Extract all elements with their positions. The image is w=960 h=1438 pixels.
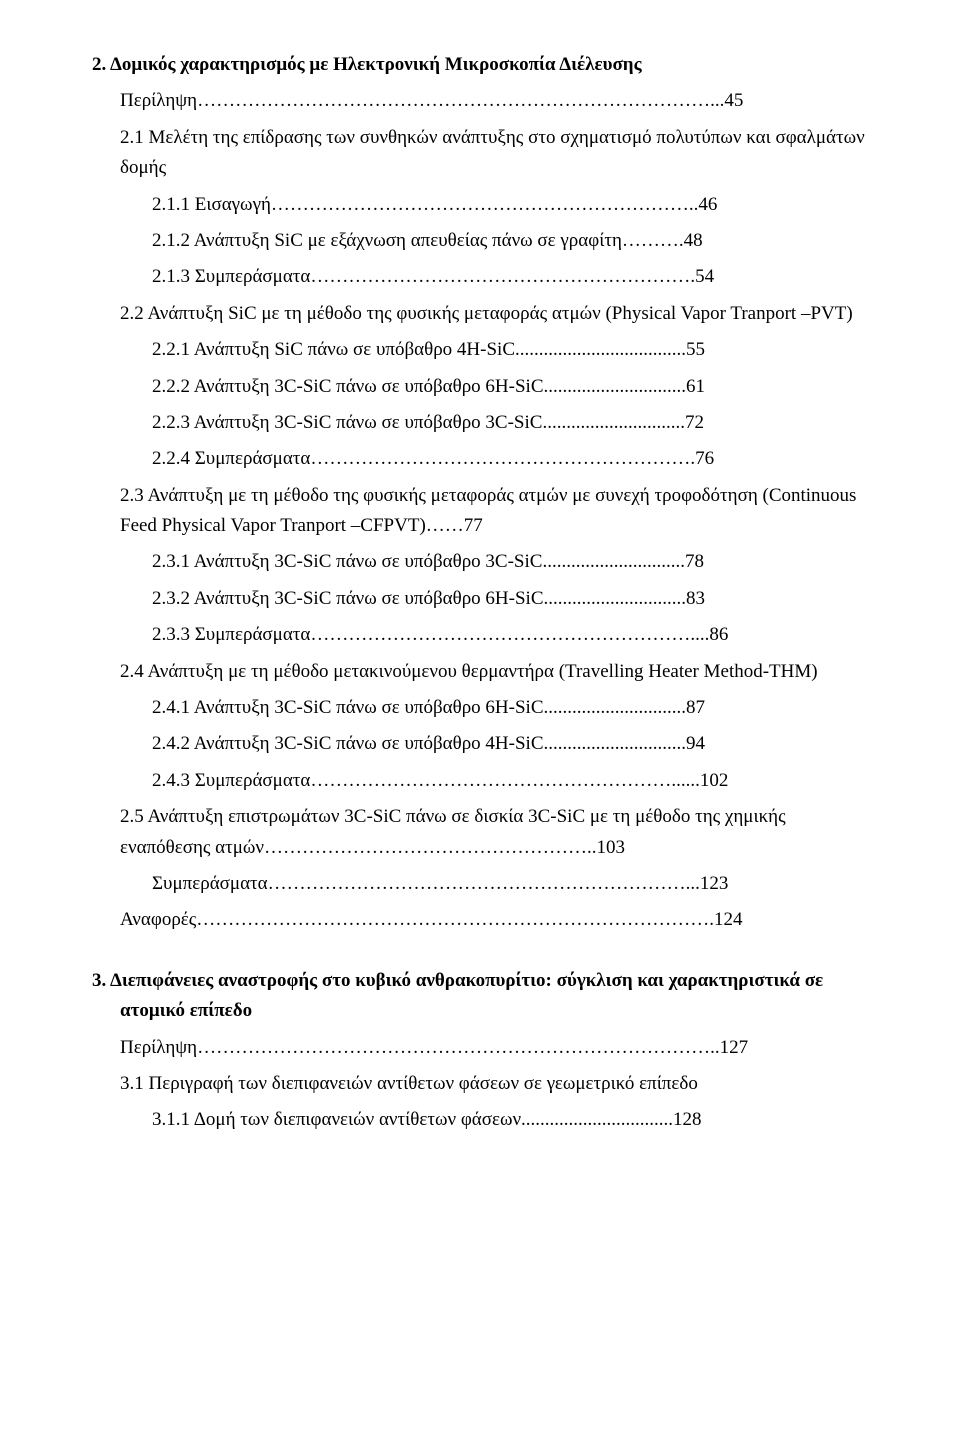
toc-line: 2.3.3 Συμπεράσματα……………………………………………………..… [92, 620, 880, 650]
toc-line: Συμπεράσματα…………………………………………………………...123 [92, 869, 880, 899]
toc-line: 2.3 Ανάπτυξη με τη μέθοδο της φυσικής με… [92, 481, 880, 542]
toc-line: 2.4.3 Συμπεράσματα…………………………………………………...… [92, 766, 880, 796]
toc-line: 2.3.1 Ανάπτυξη 3C-SiC πάνω σε υπόβαθρο 3… [92, 547, 880, 577]
toc-line: 2.1.3 Συμπεράσματα…………………………………………………….5… [92, 262, 880, 292]
toc-line: 2. Δομικός χαρακτηρισμός με Ηλεκτρονική … [92, 50, 880, 80]
toc-line: 2.1.1 Εισαγωγή…………………………………………………………..46 [92, 190, 880, 220]
toc-line: 2.2.1 Ανάπτυξη SiC πάνω σε υπόβαθρο 4H-S… [92, 335, 880, 365]
toc-line: 2.4.2 Ανάπτυξη 3C-SiC πάνω σε υπόβαθρο 4… [92, 729, 880, 759]
toc-line: 2.2.3 Ανάπτυξη 3C-SiC πάνω σε υπόβαθρο 3… [92, 408, 880, 438]
toc-line: 2.5 Ανάπτυξη επιστρωμάτων 3C-SiC πάνω σε… [92, 802, 880, 863]
toc-page: 2. Δομικός χαρακτηρισμός με Ηλεκτρονική … [0, 0, 960, 1202]
toc-line: 2.2.2 Ανάπτυξη 3C-SiC πάνω σε υπόβαθρο 6… [92, 372, 880, 402]
toc-line: 3. Διεπιφάνειες αναστροφής στο κυβικό αν… [92, 966, 880, 1027]
toc-line: 2.2.4 Συμπεράσματα…………………………………………………….7… [92, 444, 880, 474]
toc-line: 2.4 Ανάπτυξη με τη μέθοδο μετακινούμενου… [92, 657, 880, 687]
toc-line: 2.1.2 Ανάπτυξη SiC με εξάχνωση απευθείας… [92, 226, 880, 256]
toc-line: Περίληψη………………………………………………………………………..127 [92, 1033, 880, 1063]
toc-line: 2.1 Μελέτη της επίδρασης των συνθηκών αν… [92, 123, 880, 184]
toc-line: 2.2 Ανάπτυξη SiC με τη μέθοδο της φυσική… [92, 299, 880, 329]
toc-line: 3.1.1 Δομή των διεπιφανειών αντίθετων φά… [92, 1105, 880, 1135]
toc-line: 2.3.2 Ανάπτυξη 3C-SiC πάνω σε υπόβαθρο 6… [92, 584, 880, 614]
toc-line: Αναφορές……………………………………………………………………….124 [92, 905, 880, 935]
toc-line: 3.1 Περιγραφή των διεπιφανειών αντίθετων… [92, 1069, 880, 1099]
toc-line: Περίληψη………………………………………………………………………...45 [92, 86, 880, 116]
toc-line: 2.4.1 Ανάπτυξη 3C-SiC πάνω σε υπόβαθρο 6… [92, 693, 880, 723]
